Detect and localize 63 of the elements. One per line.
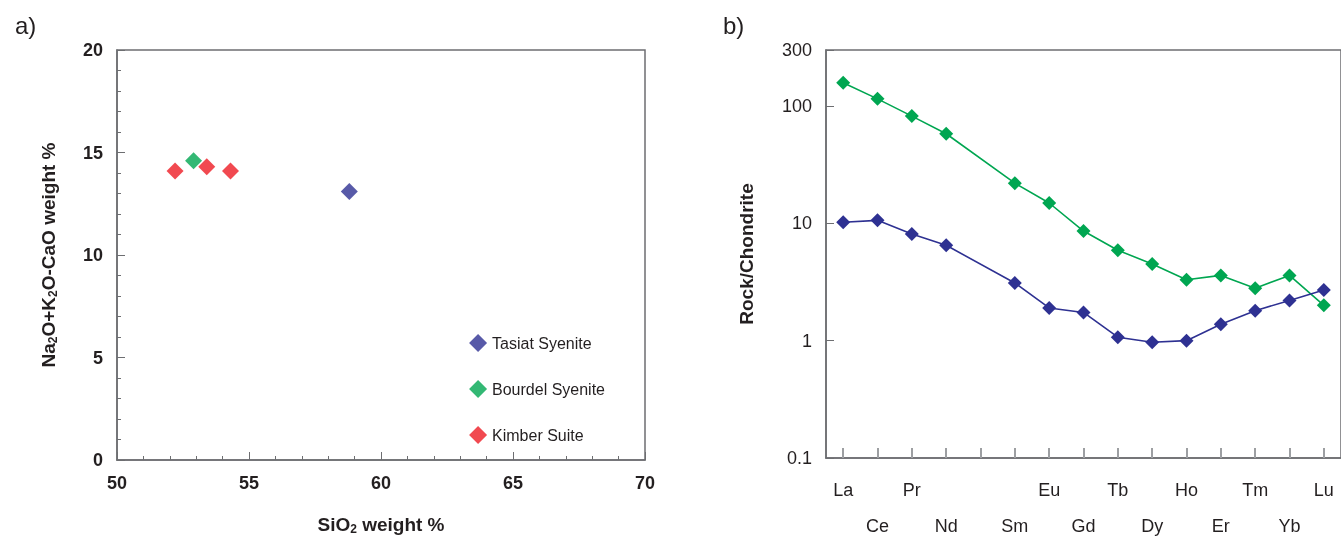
- point: [1042, 300, 1057, 315]
- point: [1248, 281, 1263, 296]
- point: [1213, 268, 1228, 283]
- point: [1076, 305, 1091, 320]
- x-tick-label: Ce: [865, 516, 890, 536]
- y-tick-label: 15: [82, 142, 103, 163]
- y-tick-label: 10: [791, 213, 812, 234]
- point: [904, 227, 919, 242]
- x-tick-label: Ho: [1174, 480, 1199, 500]
- point: [870, 213, 885, 228]
- x-tick-label: Pr: [902, 480, 921, 500]
- point: [904, 109, 919, 124]
- point: [1248, 303, 1263, 318]
- point: [1179, 272, 1194, 287]
- point: [1145, 257, 1160, 272]
- x-tick-label: Er: [1211, 516, 1230, 536]
- point: [1145, 335, 1160, 350]
- x-tick-label: Tm: [1242, 480, 1269, 500]
- x-tick-label: Eu: [1038, 480, 1061, 500]
- point: [870, 91, 885, 106]
- point: [836, 75, 851, 90]
- point: [1316, 283, 1331, 298]
- x-tick-label: Nd: [934, 516, 958, 536]
- x-tick-label: 60: [370, 473, 392, 493]
- legend-label: Kimber Suite: [492, 426, 584, 444]
- point: [939, 126, 954, 141]
- point: [1076, 224, 1091, 239]
- point: [939, 238, 954, 253]
- x-tick-label: 65: [502, 473, 524, 493]
- point: [1007, 276, 1022, 291]
- y-tick-label: 5: [92, 347, 103, 368]
- point: [1042, 196, 1057, 210]
- x-tick-label: 55: [238, 473, 260, 493]
- y-tick-label: 10: [82, 245, 103, 265]
- chart-title: b): [723, 11, 745, 39]
- y-tick-label: 20: [82, 40, 103, 60]
- y-tick-label: 300: [781, 40, 812, 60]
- point: [1282, 268, 1297, 283]
- point: [1179, 333, 1194, 348]
- x-tick-label: 50: [106, 473, 128, 493]
- y-axis-title: Rock/Chondrite: [736, 183, 757, 325]
- point: [1110, 243, 1125, 258]
- point: [836, 215, 851, 230]
- x-tick-label: Lu: [1313, 480, 1334, 500]
- x-tick-label: Gd: [1071, 516, 1096, 536]
- x-tick-label: La: [833, 480, 855, 500]
- chart-title: a): [15, 11, 37, 39]
- x-tick-label: Dy: [1141, 516, 1164, 536]
- y-tick-label: 100: [781, 95, 812, 116]
- y-tick-label: 0: [92, 450, 103, 470]
- x-tick-label: Sm: [1001, 516, 1029, 536]
- point: [1213, 317, 1228, 332]
- point: [1110, 330, 1125, 345]
- point: [1007, 176, 1022, 191]
- point: [1282, 293, 1297, 308]
- y-tick-label: 1: [801, 330, 812, 351]
- point: [1316, 298, 1331, 313]
- x-tick-label: Tb: [1107, 480, 1129, 500]
- legend-label: Tasiat Syenite: [492, 334, 592, 352]
- x-tick-label: Yb: [1278, 516, 1301, 536]
- x-tick-label: 70: [634, 473, 656, 493]
- legend-label: Bourdel Syenite: [492, 380, 606, 398]
- y-tick-label: 0.1: [786, 448, 812, 468]
